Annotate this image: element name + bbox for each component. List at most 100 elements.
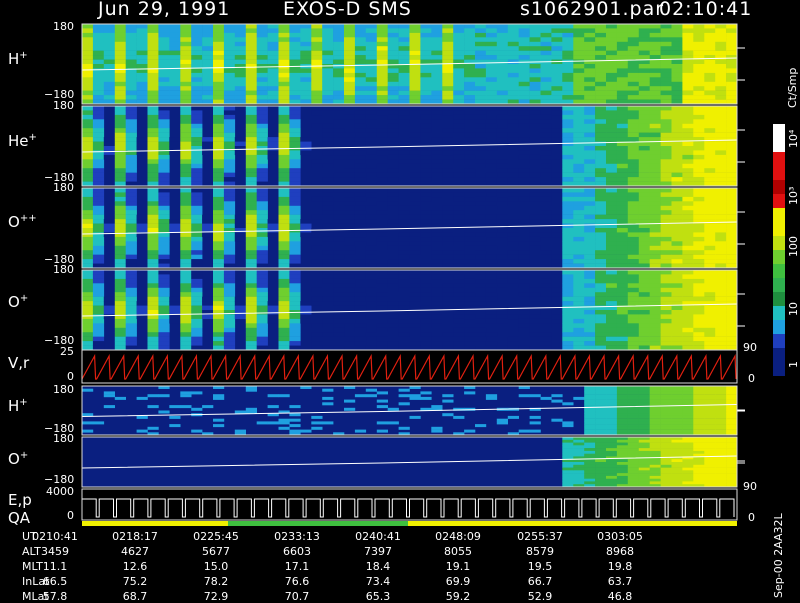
heat-cell xyxy=(627,50,639,56)
heat-cell xyxy=(485,99,498,105)
heat-cell xyxy=(551,232,563,238)
heat-cell xyxy=(180,219,192,224)
footer-value-alt: 5677 xyxy=(202,545,230,558)
heat-cell xyxy=(136,150,148,156)
heat-cell xyxy=(726,310,738,315)
heat-cell xyxy=(114,141,126,147)
heat-cell xyxy=(333,28,345,34)
heat-cell xyxy=(584,386,596,389)
heat-cell xyxy=(245,219,257,224)
heat-cell xyxy=(147,394,159,398)
heat-cell xyxy=(82,95,94,100)
heat-cell xyxy=(485,119,498,124)
heat-cell xyxy=(202,146,214,151)
heat-cell xyxy=(158,236,170,242)
heat-cell xyxy=(595,219,607,224)
heat-cell xyxy=(616,478,629,482)
heat-cell xyxy=(606,154,618,160)
heat-cell xyxy=(114,345,126,351)
heat-cell xyxy=(409,81,421,87)
heat-cell xyxy=(333,24,345,29)
heat-cell xyxy=(595,323,607,328)
heat-cell xyxy=(584,332,596,337)
heat-cell xyxy=(693,210,705,215)
heat-cell xyxy=(376,72,388,78)
heat-cell xyxy=(322,123,334,129)
heat-cell xyxy=(660,132,672,138)
heat-cell xyxy=(540,201,552,206)
heat-cell xyxy=(573,254,585,260)
heat-cell xyxy=(682,228,694,233)
heat-cell xyxy=(693,250,705,255)
heat-cell xyxy=(606,50,618,56)
heat-cell xyxy=(267,37,279,42)
heat-cell xyxy=(660,437,672,441)
heat-cell xyxy=(289,141,301,147)
heat-cell xyxy=(409,28,421,34)
heat-cell xyxy=(289,219,301,224)
heat-cell xyxy=(660,473,672,477)
heat-cell xyxy=(562,123,574,129)
heat-cell xyxy=(114,287,126,293)
heat-cell xyxy=(213,37,225,42)
heat-cell xyxy=(311,415,323,419)
heat-cell xyxy=(682,475,694,479)
heat-cell xyxy=(693,336,705,342)
heat-cell xyxy=(453,128,465,133)
heat-cell xyxy=(562,132,574,138)
heat-cell xyxy=(114,341,126,346)
heat-cell xyxy=(420,232,432,238)
footer-value-inlat: 78.2 xyxy=(203,575,229,588)
heat-cell xyxy=(256,210,268,215)
heat-cell xyxy=(289,236,301,242)
panel-label-o-plusplus: O++ xyxy=(8,213,37,231)
heat-cell xyxy=(82,301,94,306)
heat-cell xyxy=(638,128,650,133)
heat-cell xyxy=(573,462,585,466)
heat-cell xyxy=(180,99,192,105)
heat-cell xyxy=(278,263,290,269)
heat-cell xyxy=(693,168,705,173)
heat-cell xyxy=(92,159,105,164)
heat-cell xyxy=(114,59,126,65)
heat-cell xyxy=(234,314,246,320)
heat-cell xyxy=(147,274,159,280)
heat-cell xyxy=(649,445,661,449)
heat-cell xyxy=(584,310,596,315)
heat-cell xyxy=(595,154,607,160)
heat-cell xyxy=(573,467,585,471)
heat-cell xyxy=(507,232,519,238)
heat-cell xyxy=(715,46,727,51)
heat-cell xyxy=(562,86,574,91)
heat-cell xyxy=(256,287,268,293)
heat-cell xyxy=(169,55,181,60)
heat-cell xyxy=(726,470,738,474)
heat-cell xyxy=(442,292,454,297)
heat-cell xyxy=(616,323,629,328)
heat-cell xyxy=(573,283,585,288)
heat-cell xyxy=(180,137,192,142)
heat-cell xyxy=(616,301,629,306)
heat-cell xyxy=(147,55,159,60)
heat-cell xyxy=(234,37,246,42)
heat-cell xyxy=(649,110,661,116)
heat-cell xyxy=(125,106,137,111)
heat-cell xyxy=(704,201,716,206)
heat-cell xyxy=(125,192,137,198)
heat-cell xyxy=(671,163,683,169)
heat-cell xyxy=(147,50,159,56)
heat-cell xyxy=(213,287,225,293)
heat-cell xyxy=(529,81,541,87)
heat-cell xyxy=(245,314,257,320)
heat-cell xyxy=(715,459,727,463)
heat-cell xyxy=(616,41,629,47)
heat-cell xyxy=(333,55,345,60)
heat-cell xyxy=(191,114,203,120)
heat-cell xyxy=(616,150,629,156)
panel-label-qa: QA xyxy=(8,509,31,527)
heat-cell xyxy=(485,28,498,34)
heat-cell xyxy=(125,37,137,42)
heat-cell xyxy=(584,462,596,466)
heat-cell xyxy=(387,168,399,173)
heat-cell xyxy=(638,32,650,38)
